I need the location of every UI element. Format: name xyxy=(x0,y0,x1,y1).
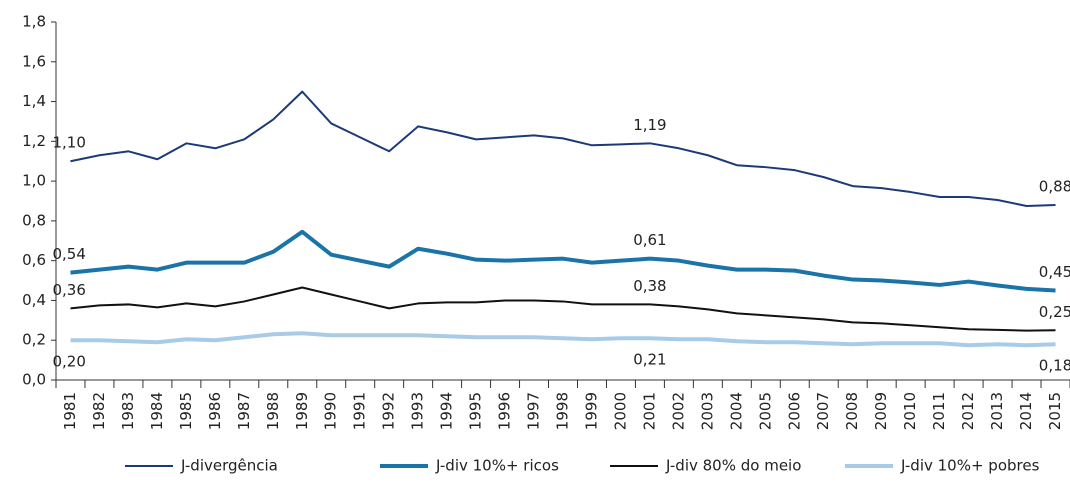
x-tick-label: 1999 xyxy=(582,392,600,430)
x-tick-label: 2001 xyxy=(640,392,658,430)
data-label: 0,88 xyxy=(1039,177,1070,195)
x-tick-label: 1986 xyxy=(206,392,224,430)
x-tick-label: 2006 xyxy=(785,392,803,430)
data-label: 0,54 xyxy=(52,245,85,263)
x-tick-label: 1989 xyxy=(293,392,311,430)
x-tick-label: 1998 xyxy=(554,392,572,430)
x-tick-label: 2000 xyxy=(611,392,629,430)
x-tick-label: 1993 xyxy=(409,392,427,430)
y-tick-label: 0,8 xyxy=(22,211,46,229)
data-label: 0,20 xyxy=(52,353,85,371)
data-label: 0,61 xyxy=(633,231,666,249)
data-label: 0,36 xyxy=(52,281,85,299)
legend-label: J-divergência xyxy=(180,457,278,475)
data-label: 0,18 xyxy=(1039,357,1070,375)
y-tick-label: 0,2 xyxy=(22,331,46,349)
series-line xyxy=(70,331,1056,348)
x-tick-label: 1990 xyxy=(322,392,340,430)
data-label: 1,10 xyxy=(52,134,85,152)
data-label: 0,21 xyxy=(633,351,666,369)
series-line xyxy=(70,286,1056,332)
x-tick-label: 1982 xyxy=(90,392,108,430)
x-tick-label: 1983 xyxy=(119,392,137,430)
x-tick-label: 1981 xyxy=(61,392,79,430)
x-tick-label: 1994 xyxy=(438,392,456,430)
legend-label: J-div 10%+ ricos xyxy=(435,457,559,475)
x-tick-label: 2005 xyxy=(756,392,774,430)
y-tick-label: 0,6 xyxy=(22,251,46,269)
y-tick-label: 1,2 xyxy=(22,132,46,150)
x-tick-label: 2004 xyxy=(727,392,745,430)
data-label: 1,19 xyxy=(633,116,666,134)
x-tick-label: 1997 xyxy=(525,392,543,430)
y-tick-label: 1,4 xyxy=(22,92,46,110)
x-tick-label: 1987 xyxy=(235,392,253,430)
x-tick-label: 1995 xyxy=(467,392,485,430)
x-tick-label: 1996 xyxy=(496,392,514,430)
x-tick-label: 2015 xyxy=(1046,392,1064,430)
x-tick-label: 2010 xyxy=(901,392,919,430)
x-tick-label: 2013 xyxy=(988,392,1006,430)
legend-label: J-div 10%+ pobres xyxy=(900,457,1040,475)
series-line xyxy=(70,229,1056,293)
y-tick-label: 0,4 xyxy=(22,291,46,309)
x-tick-label: 2011 xyxy=(930,392,948,430)
x-tick-label: 2003 xyxy=(698,392,716,430)
x-tick-label: 2014 xyxy=(1017,392,1035,430)
x-tick-label: 2008 xyxy=(843,392,861,430)
x-tick-label: 1985 xyxy=(177,392,195,430)
x-tick-label: 1991 xyxy=(351,392,369,430)
data-label: 0,45 xyxy=(1039,263,1070,281)
x-tick-label: 1988 xyxy=(264,392,282,430)
y-tick-label: 0,0 xyxy=(22,371,46,389)
data-label: 0,25 xyxy=(1039,303,1070,321)
series-line xyxy=(70,90,1056,207)
x-tick-label: 2007 xyxy=(814,392,832,430)
x-tick-label: 2009 xyxy=(872,392,890,430)
x-tick-label: 2002 xyxy=(669,392,687,430)
y-tick-label: 1,6 xyxy=(22,52,46,70)
y-tick-label: 1,8 xyxy=(22,13,46,31)
y-tick-label: 1,0 xyxy=(22,172,46,190)
legend-label: J-div 80% do meio xyxy=(665,457,801,475)
data-label: 0,38 xyxy=(633,277,666,295)
x-tick-label: 2012 xyxy=(959,392,977,430)
x-tick-label: 1992 xyxy=(380,392,398,430)
x-tick-label: 1984 xyxy=(148,392,166,430)
